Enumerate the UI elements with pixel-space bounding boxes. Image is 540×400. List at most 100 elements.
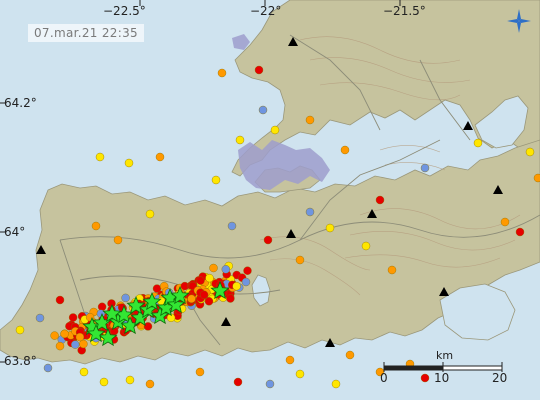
- earthquake-dot: [285, 355, 295, 365]
- earthquake-dot: [226, 294, 235, 303]
- earthquake-dot: [209, 263, 218, 273]
- earthquake-dot: [232, 282, 241, 291]
- earthquake-dot: [145, 379, 155, 389]
- earthquake-dot: [55, 341, 65, 351]
- earthquake-dot: [420, 373, 430, 383]
- earthquake-dot: [205, 273, 214, 283]
- earthquake-dot: [70, 340, 80, 349]
- earthquake-dot: [235, 135, 245, 145]
- station-triangle-icon: [325, 338, 335, 347]
- earthquake-dot: [305, 115, 315, 125]
- station-triangle-icon: [288, 37, 298, 46]
- station-triangle-icon: [463, 121, 473, 130]
- earthquake-dot: [420, 163, 430, 173]
- scale-tick-label: 10: [434, 371, 450, 385]
- earthquake-dot: [473, 138, 483, 148]
- earthquake-dot: [241, 277, 251, 287]
- earthquake-dot: [145, 209, 155, 219]
- scale-bar: [383, 362, 503, 372]
- scale-bar-unit: km: [436, 349, 454, 362]
- earthquake-dot: [325, 223, 335, 233]
- longitude-label: −21.5°: [383, 4, 426, 18]
- scale-tick-label: 0: [380, 371, 388, 385]
- earthquake-dot: [152, 284, 162, 293]
- earthquake-dot: [345, 350, 355, 360]
- glacier-area: [238, 140, 330, 190]
- station-triangle-icon: [367, 209, 377, 218]
- star-icon: [166, 294, 186, 314]
- star-icon: [142, 291, 162, 311]
- station-triangle-icon: [221, 317, 231, 326]
- latitude-label: 64°: [4, 225, 26, 239]
- star-icon: [170, 285, 190, 305]
- earthquake-dot: [263, 235, 273, 245]
- lake-thingvallavatn: [474, 95, 529, 149]
- bay-southeast: [439, 283, 516, 341]
- earthquake-dot: [50, 331, 59, 340]
- earthquake-dot: [187, 294, 196, 303]
- earthquake-dot: [331, 379, 341, 389]
- earthquake-dot: [515, 227, 525, 237]
- earthquake-dot: [75, 332, 85, 342]
- earthquake-dot: [195, 367, 205, 377]
- earthquake-dot: [295, 369, 305, 379]
- earthquake-dot: [99, 377, 109, 387]
- earthquake-dot: [525, 147, 535, 157]
- earthquake-dot: [375, 195, 385, 205]
- earthquake-dot: [233, 377, 243, 387]
- earthquake-dot: [15, 325, 25, 335]
- station-triangles: [36, 37, 503, 347]
- earthquake-dot: [243, 266, 252, 275]
- earthquake-dot: [79, 339, 88, 349]
- station-triangle-icon: [493, 185, 503, 194]
- earthquake-dot: [361, 241, 371, 251]
- longitude-label: −22.5°: [103, 4, 146, 18]
- earthquake-dot: [121, 293, 130, 303]
- earthquake-dot: [270, 125, 280, 135]
- timestamp-label: 07.mar.21 22:35: [28, 24, 144, 42]
- earthquake-dot: [340, 145, 350, 155]
- earthquake-dot: [217, 68, 227, 78]
- graticule-ticks: [0, 0, 401, 363]
- earthquake-dot: [124, 158, 134, 168]
- earthquake-dot: [533, 173, 540, 183]
- earthquake-dot: [196, 276, 205, 285]
- earthquake-dot: [97, 302, 107, 311]
- earthquake-dot: [60, 329, 69, 339]
- lake-kleifarvatn: [251, 274, 271, 307]
- latitude-label: 64.2°: [4, 96, 37, 110]
- earthquake-dot: [55, 295, 65, 305]
- earthquake-dot: [199, 290, 209, 299]
- compass-logo-icon[interactable]: [506, 8, 532, 34]
- star-icon: [210, 280, 230, 300]
- earthquake-dot: [221, 265, 231, 274]
- earthquake-dot: [258, 105, 268, 115]
- star-icon: [102, 303, 122, 323]
- contour-lines: [259, 36, 521, 296]
- star-icon: [86, 323, 106, 343]
- longitude-label: −22°: [250, 4, 282, 18]
- earthquake-dot: [295, 255, 305, 265]
- earthquake-dot: [91, 221, 101, 231]
- earthquake-dot: [204, 297, 214, 306]
- earthquake-dot: [79, 367, 89, 377]
- station-triangle-icon: [286, 229, 296, 238]
- glacier-area-small: [232, 34, 250, 50]
- earthquake-dot: [305, 207, 315, 217]
- latitude-label: 63.8°: [4, 354, 37, 368]
- station-triangle-icon: [36, 245, 46, 254]
- earthquake-dot: [227, 221, 237, 231]
- earthquake-dot: [211, 175, 221, 185]
- earthquake-dot: [387, 265, 397, 275]
- earthquake-dot: [43, 363, 53, 373]
- earthquake-dot: [95, 152, 105, 162]
- earthquake-dot: [254, 65, 264, 75]
- earthquake-dot: [265, 379, 275, 389]
- earthquake-dot: [68, 313, 78, 322]
- star-icon: [126, 295, 146, 315]
- earthquake-dot: [35, 313, 45, 323]
- earthquake-dot: [143, 322, 153, 331]
- earthquake-dot: [500, 217, 510, 227]
